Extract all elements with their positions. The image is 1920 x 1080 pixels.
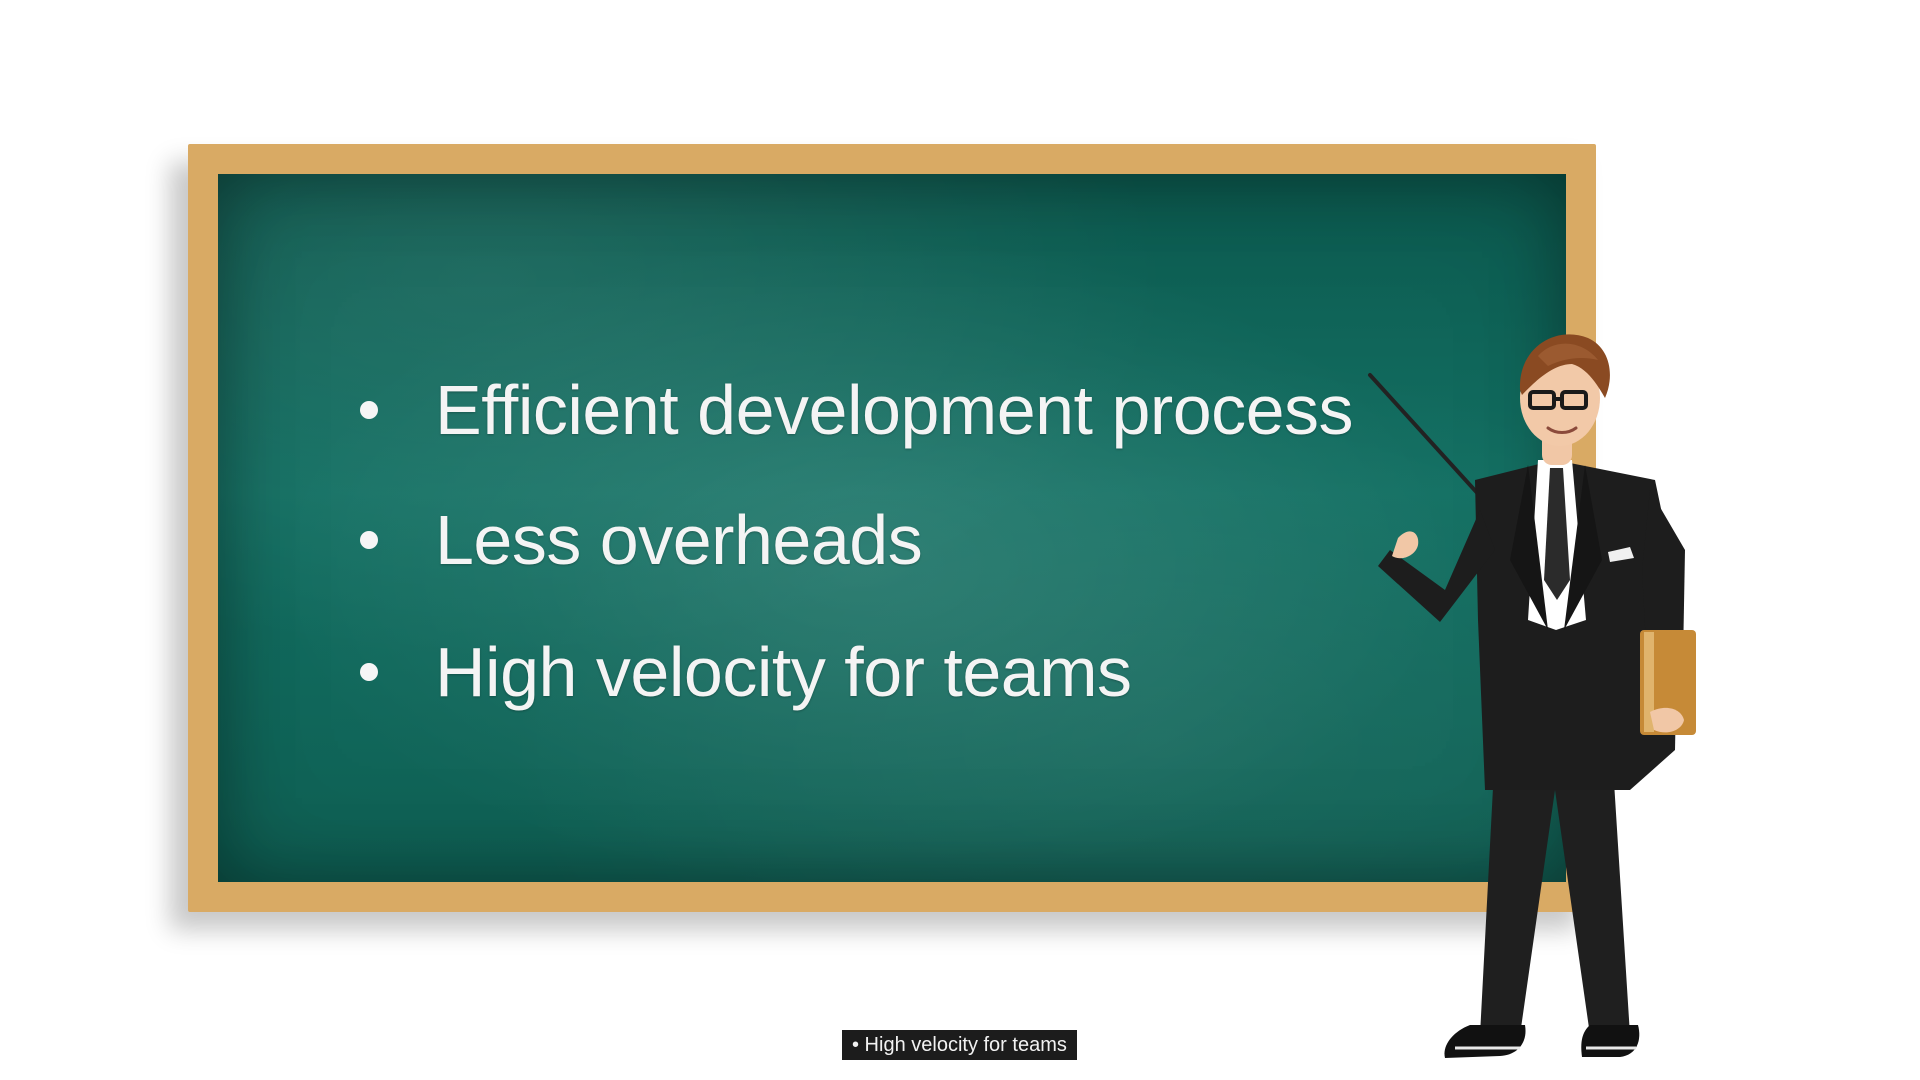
- blackboard-surface: [218, 174, 1566, 882]
- teacher-with-pointer-icon: [1350, 320, 1740, 1080]
- bullet-dot-icon: [360, 531, 378, 549]
- bullet-text-2: Less overheads: [435, 501, 923, 579]
- bullet-text-3: High velocity for teams: [435, 633, 1132, 711]
- bullet-dot-icon: [360, 401, 378, 419]
- blackboard-frame: [188, 144, 1596, 912]
- subtitle-caption: • High velocity for teams: [842, 1030, 1077, 1060]
- bullet-text-1: Efficient development process: [435, 371, 1354, 449]
- bullet-dot-icon: [360, 663, 378, 681]
